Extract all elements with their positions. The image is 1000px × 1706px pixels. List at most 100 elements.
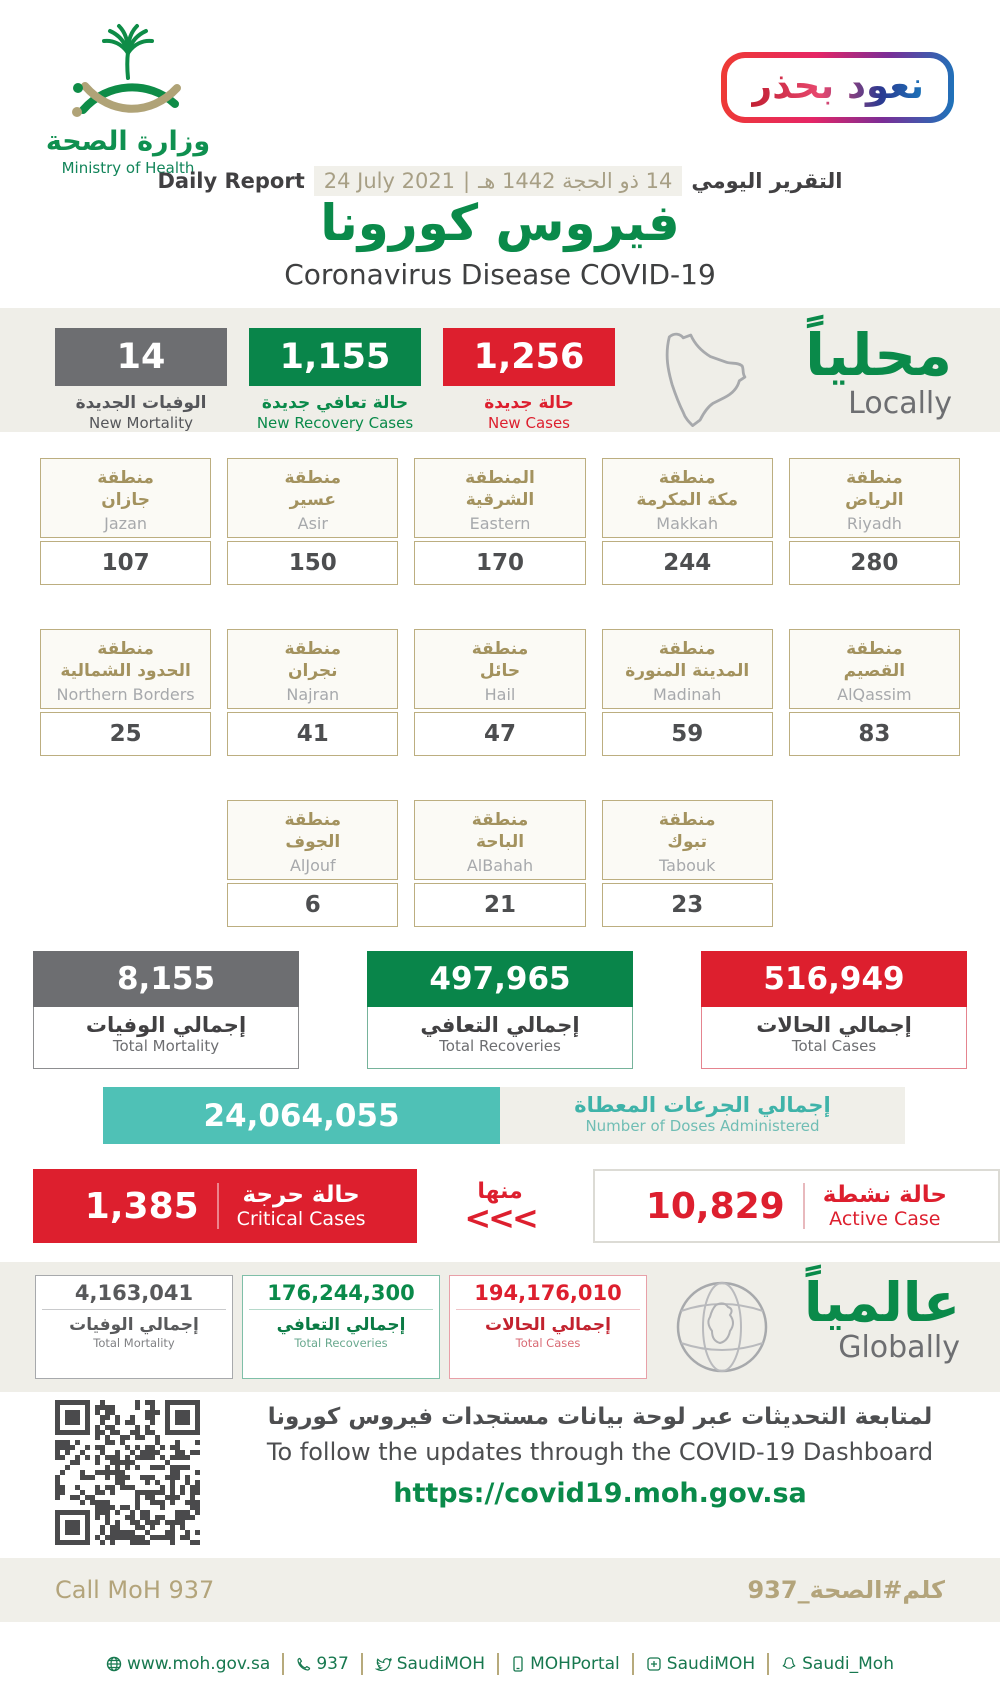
global-recoveries: 176,244,300 إجمالي التعافي Total Recover… [242,1275,440,1379]
call-moh-label: Call MoH 937 [55,1576,215,1604]
phone-icon [296,1657,311,1672]
doses-label-ar: إجمالي الجرعات المعطاة [574,1093,831,1117]
region-card-jazan: منطقة جازان Jazan 107 [40,458,212,585]
new-recovery-label-ar: حالة تعافي جديدة [261,393,409,413]
footer-separator [282,1653,285,1675]
region-card-hail: منطقة حائل Hail 47 [414,629,586,756]
region-card-riyadh: منطقة الرياض Riyadh 280 [788,458,960,585]
moh-emblem-icon [53,24,203,130]
chevrons-left-icon: <<< [464,1199,538,1238]
qr-code [55,1400,200,1549]
globe-icon [672,1277,772,1392]
critical-cases-label-en: Critical Cases [236,1208,366,1230]
globally-title-ar: عالمياً [804,1271,960,1334]
doses-label-en: Number of Doses Administered [585,1117,820,1135]
total-cases-label-en: Total Cases [791,1037,877,1055]
global-mortality-label-en: Total Mortality [93,1336,175,1350]
footer-website-link[interactable]: www.moh.gov.sa [106,1654,270,1674]
region-cases: 170 [414,541,586,585]
report-date: 24 July 2021 | 14 ذو الحجة 1442 هـ [313,166,683,196]
total-recoveries-label-en: Total Recoveries [439,1037,561,1055]
total-mortality: 8,155 إجمالي الوفيات Total Mortality [33,951,299,1069]
region-cases: 21 [414,883,586,927]
region-card-albahah: منطقة الباحة AlBahah 21 [414,800,586,927]
region-name-ar: منطقة مكة المكرمة [636,468,738,510]
region-cases: 41 [227,712,399,756]
call-bar: Call MoH 937 كلم#الصحة_937 [0,1558,1000,1622]
critical-cases-box: 1,385 حالة حرجة Critical Cases [33,1169,418,1243]
region-cases: 47 [414,712,586,756]
footer-separator [767,1653,770,1675]
region-name-ar: منطقة تبوك [658,810,716,852]
global-mortality-label-ar: إجمالي الوفيات [69,1315,199,1335]
footer-snapchat[interactable]: Saudi_Moh [781,1654,894,1674]
new-recovery-stat: 1,155 حالة تعافي جديدة New Recovery Case… [249,328,421,432]
region-cases: 59 [601,712,773,756]
dashboard-section: لمتابعة التحديثات عبر لوحة بيانات مستجدا… [0,1392,1000,1558]
active-case-label-en: Active Case [829,1208,941,1230]
region-name-ar: منطقة عسير [284,468,342,510]
total-cases-value: 516,949 [701,951,967,1007]
region-name-en: Asir [297,513,328,533]
global-cases-label-en: Total Cases [515,1336,581,1350]
region-cases: 107 [40,541,212,585]
region-cases: 244 [601,541,773,585]
region-name-ar: المنطقة الشرقية [465,468,535,510]
page-title-arabic: فيروس كورونا [320,194,680,252]
region-name-en: Najran [286,684,340,704]
contact-footer: www.moh.gov.sa 937 SaudiMOH MOHPortal [0,1622,1000,1706]
globally-title-en: Globally [838,1329,960,1365]
hashtag-health-label: كلم#الصحة_937 [747,1576,945,1604]
footer-moh-app[interactable]: SaudiMOH [646,1654,755,1674]
critical-cases-value: 1,385 [84,1185,199,1227]
daily-report-label-ar: التقرير اليومي [691,169,843,193]
region-card-asir: منطقة عسير Asir 150 [227,458,399,585]
dashboard-text-ar: لمتابعة التحديثات عبر لوحة بيانات مستجدا… [267,1404,933,1430]
date-gregorian: 24 July 2021 [323,169,456,193]
region-name-en: AlBahah [466,855,534,875]
snapchat-icon [781,1656,797,1672]
global-recoveries-label-en: Total Recoveries [294,1336,388,1350]
region-name-en: Madinah [653,684,722,704]
global-mortality-value: 4,163,041 [42,1281,226,1310]
region-name-ar: منطقة المدينة المنورة [625,639,750,681]
footer-phone[interactable]: 937 [296,1654,349,1674]
footer-moh-portal[interactable]: MOHPortal [511,1654,620,1674]
region-cases: 280 [788,541,960,585]
region-name-ar: منطقة القصيم [843,639,906,681]
mobile-icon [511,1656,525,1672]
date-separator: | [463,169,471,193]
region-card-najran: منطقة نجران Najran 41 [227,629,399,756]
region-name-en: Hail [484,684,516,704]
active-case-value: 10,829 [645,1185,785,1227]
new-recovery-label-en: New Recovery Cases [256,414,414,432]
report-header: وزارة الصحة Ministry of Health نعود بحذر… [0,0,1000,308]
active-case-label-ar: حالة نشطة [822,1182,947,1208]
locally-title-en: Locally [848,385,952,421]
dashboard-text-en: To follow the updates through the COVID-… [266,1438,934,1466]
new-cases-label-en: New Cases [487,414,570,432]
active-case-box: 10,829 حالة نشطة Active Case [592,1169,1000,1243]
doses-value: 24,064,055 [103,1087,500,1144]
region-name-ar: منطقة الجوف [284,810,342,852]
new-cases-stat: 1,256 حالة جديدة New Cases [443,328,615,432]
global-recoveries-label-ar: إجمالي التعافي [276,1315,406,1335]
region-cases: 6 [227,883,399,927]
footer-separator [631,1653,634,1675]
totals-section: 8,155 إجمالي الوفيات Total Mortality 497… [0,927,1000,1069]
new-mortality-label-ar: الوفيات الجديدة [75,393,207,413]
new-recovery-value: 1,155 [249,328,421,386]
app-icon [646,1656,662,1672]
new-cases-label-ar: حالة جديدة [484,393,574,413]
region-card-eastern: المنطقة الشرقية Eastern 170 [414,458,586,585]
region-cases: 83 [788,712,960,756]
region-name-ar: منطقة نجران [284,639,342,681]
return-with-caution-badge: نعود بحذر [720,52,954,123]
region-name-en: AlQassim [837,684,912,704]
dashboard-url-link[interactable]: https://covid19.moh.gov.sa [393,1478,807,1509]
region-name-ar: منطقة حائل [471,639,529,681]
date-hijri: 14 ذو الحجة 1442 هـ [478,169,673,193]
footer-twitter[interactable]: SaudiMOH [374,1654,485,1674]
region-name-en: Eastern [469,513,531,533]
page-title-english: Coronavirus Disease COVID-19 [284,258,716,291]
